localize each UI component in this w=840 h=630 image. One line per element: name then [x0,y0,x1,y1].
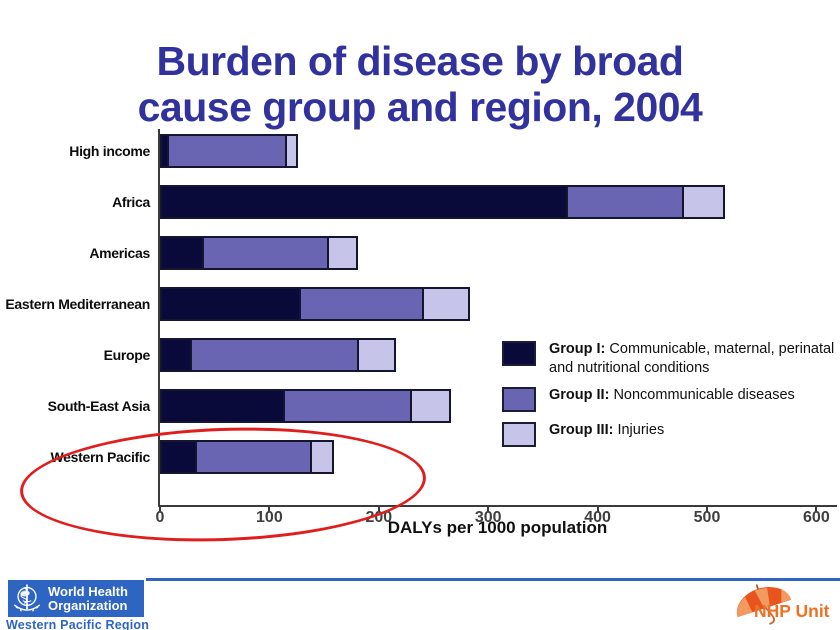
bar-segment-group1 [160,185,569,219]
x-tick-label: 600 [803,509,830,526]
bar-segment-group3 [421,287,470,321]
bar-segment-group2 [201,236,329,270]
legend-item: Group III: Injuries [502,421,838,447]
x-tick-mark [706,507,708,512]
x-axis-title: DALYs per 1000 population [387,518,608,537]
x-tick-label: 500 [693,509,721,526]
slide-title: Burden of disease by broad cause group a… [0,38,840,130]
bar-row [160,134,299,168]
x-tick-mark [487,507,490,512]
x-tick-mark [815,507,818,512]
bar-row [160,185,725,219]
x-tick-mark [596,507,599,512]
x-tick-label: 100 [256,509,283,526]
legend-label: Group I: Communicable, maternal, perinat… [549,341,835,376]
legend-label: Group II: Noncommunicable diseases [549,387,795,403]
bar-segment-group1 [160,389,285,423]
bar-segment-group3 [682,185,725,219]
slide-title-line2: cause group and region, 2004 [137,84,703,130]
category-label: Western Pacific [50,449,150,465]
category-label: Africa [112,194,150,210]
category-label: High income [69,143,150,159]
bar-segment-group3 [409,389,452,423]
bar-segment-group2 [166,134,288,168]
bar-segment-group3 [326,236,359,270]
bar-segment-group1 [160,236,204,270]
bar-segment-group2 [195,440,313,474]
bar-segment-group3 [285,134,299,168]
category-label: Eastern Mediterranean [5,296,150,312]
category-label: Americas [89,245,150,261]
bar-segment-group3 [357,338,396,372]
bar-row [160,389,452,423]
legend-item: Group I: Communicable, maternal, perinat… [502,340,838,377]
legend-label: Group III: Injuries [549,422,665,438]
legend-swatch [502,422,536,447]
bar-segment-group2 [282,389,412,423]
bar-segment-group3 [310,440,335,474]
x-tick-label: 200 [365,509,393,526]
slide-title-line1: Burden of disease by broad [156,38,684,84]
bar-segment-group2 [299,287,424,321]
x-axis-line [158,505,837,507]
bar-row [160,287,470,321]
x-tick-label: 0 [155,509,165,526]
who-emblem-icon [13,584,41,612]
bar-row [160,440,335,474]
category-label: Europe [103,347,151,363]
who-name-line1: World Health [48,583,128,599]
who-name-line2: Organization [48,597,128,613]
umbrella-icon [736,584,792,625]
who-region-text: Western Pacific Region [6,618,150,630]
nhp-unit-badge: NHP Unit [726,581,836,627]
bar-row [160,338,396,372]
bar-segment-group2 [566,185,685,219]
who-logo-block: World Health Organization [8,580,144,617]
category-label: South-East Asia [47,398,151,414]
x-tick-label: 400 [584,509,611,526]
x-tick-mark [377,507,380,512]
legend-swatch [502,387,536,412]
footer-divider-line [146,578,840,581]
chart-legend: Group I: Communicable, maternal, perinat… [502,340,838,456]
x-tick-mark [159,507,161,512]
y-axis-line [158,129,160,507]
nhp-unit-label: NHP Unit [754,601,830,621]
bar-segment-group1 [160,338,192,372]
who-name-text: World Health Organization [48,583,128,613]
x-tick-mark [268,507,271,512]
bar-segment-group2 [189,338,360,372]
x-tick-label: 300 [474,509,502,526]
bar-row [160,236,359,270]
legend-item: Group II: Noncommunicable diseases [502,386,838,412]
bar-segment-group1 [160,287,302,321]
legend-swatch [502,341,536,366]
